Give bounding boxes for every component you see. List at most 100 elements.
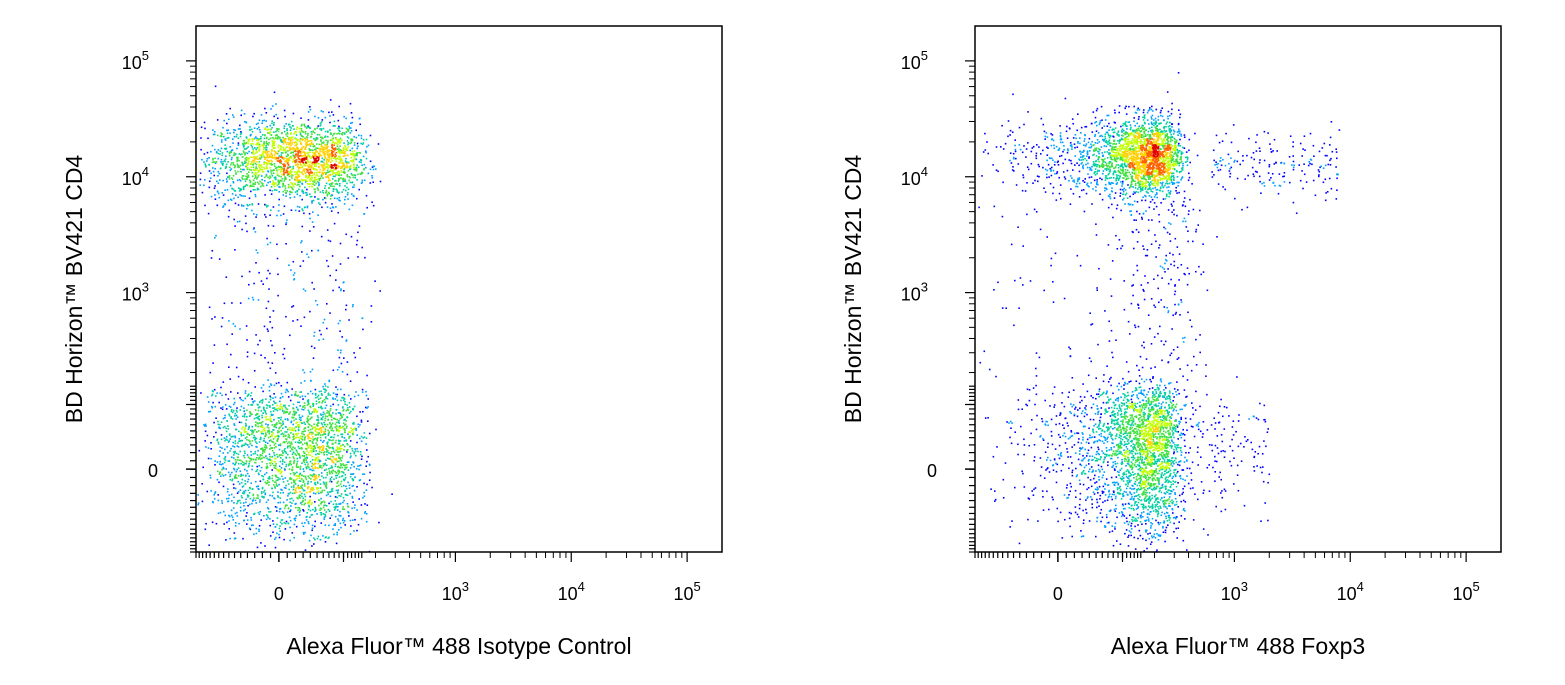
data-point: [262, 146, 265, 148]
data-point: [280, 418, 282, 421]
data-point: [229, 184, 232, 187]
data-point: [254, 386, 256, 388]
data-point: [298, 442, 300, 444]
data-point: [302, 209, 304, 212]
data-point: [251, 146, 254, 148]
data-point: [273, 169, 275, 171]
data-point: [245, 424, 247, 426]
data-point: [259, 165, 262, 167]
data-point: [293, 128, 295, 130]
data-point: [226, 181, 228, 183]
data-point: [306, 420, 308, 423]
data-point: [235, 522, 237, 524]
data-point: [330, 183, 333, 186]
data-point: [272, 180, 274, 182]
data-point: [339, 185, 341, 187]
data-point: [339, 425, 341, 427]
data-point: [290, 420, 293, 423]
data-point: [277, 430, 279, 432]
data-point: [316, 169, 318, 171]
data-point: [279, 400, 281, 403]
data-point: [318, 504, 320, 507]
data-point: [266, 277, 268, 280]
data-point: [213, 344, 216, 346]
data-point: [330, 470, 333, 473]
data-point: [330, 451, 333, 453]
data-point: [241, 439, 243, 442]
data-point: [276, 257, 279, 260]
data-point: [299, 391, 301, 393]
data-point: [286, 446, 289, 449]
data-point: [293, 272, 296, 274]
data-point: [302, 460, 305, 463]
data-point: [260, 387, 263, 389]
data-point: [322, 413, 324, 416]
data-point: [267, 160, 270, 163]
data-point: [352, 408, 354, 411]
data-point: [301, 484, 304, 486]
data-point: [352, 484, 354, 487]
data-point: [270, 410, 272, 413]
data-point: [319, 397, 322, 400]
data-point: [317, 198, 319, 200]
data-point: [301, 208, 303, 210]
data-point: [312, 167, 315, 169]
data-point: [319, 487, 322, 489]
data-point: [320, 446, 322, 448]
data-point: [286, 170, 289, 172]
data-point: [251, 413, 253, 416]
data-point: [253, 137, 256, 140]
data-point: [252, 164, 254, 166]
data-point: [323, 453, 326, 456]
data-point: [313, 181, 316, 183]
data-point: [253, 400, 256, 402]
data-point: [324, 513, 326, 516]
data-point: [271, 144, 274, 146]
data-point: [280, 429, 282, 432]
data-point: [230, 436, 233, 438]
data-point: [275, 402, 277, 404]
data-point: [234, 412, 236, 415]
data-point: [258, 418, 260, 420]
data-point: [205, 522, 207, 525]
data-point: [239, 510, 242, 512]
data-point: [333, 457, 336, 460]
data-point: [361, 317, 363, 320]
data-point: [252, 524, 254, 526]
data-point: [303, 461, 306, 464]
data-point: [339, 448, 342, 450]
data-point: [263, 440, 265, 442]
data-point: [310, 157, 312, 160]
data-point: [296, 457, 299, 460]
data-point: [256, 176, 259, 179]
data-point: [275, 152, 278, 154]
data-point: [259, 131, 262, 133]
data-point: [323, 516, 326, 519]
data-point: [315, 430, 317, 432]
data-point: [325, 389, 327, 392]
data-point: [308, 491, 311, 493]
data-point: [247, 478, 250, 481]
data-point: [311, 469, 314, 472]
data-point: [344, 400, 346, 403]
data-point: [326, 163, 329, 166]
data-point: [304, 125, 306, 128]
data-point: [338, 440, 340, 443]
data-point: [280, 168, 282, 170]
data-point: [326, 151, 329, 154]
data-point: [275, 467, 277, 470]
data-point: [252, 183, 254, 186]
data-point: [273, 122, 275, 124]
data-point: [352, 423, 354, 425]
data-point: [330, 425, 333, 428]
data-point: [349, 475, 352, 478]
data-point: [346, 161, 349, 164]
data-point: [271, 136, 274, 139]
data-point: [355, 391, 357, 393]
data-point: [298, 155, 301, 157]
data-point: [336, 139, 338, 141]
data-point: [227, 452, 229, 454]
data-point: [338, 494, 340, 497]
data-point: [349, 380, 352, 382]
data-point: [318, 406, 320, 409]
